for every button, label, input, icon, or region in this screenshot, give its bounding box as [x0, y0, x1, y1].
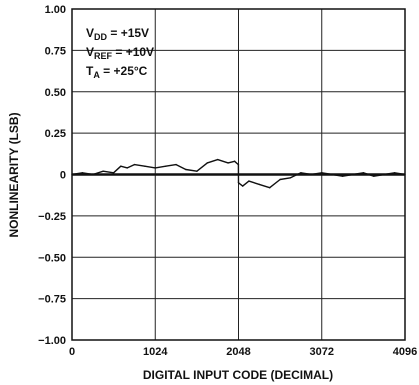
annotation-vref: VREF = +10V: [86, 45, 154, 61]
data-point: [383, 173, 385, 176]
data-point: [206, 162, 208, 164]
data-point: [248, 180, 250, 182]
y-axis-title: NONLINEARITY (LSB): [7, 112, 21, 237]
data-point: [242, 185, 244, 187]
x-tick-label: 3072: [310, 346, 334, 358]
data-point: [154, 167, 156, 169]
data-point: [126, 167, 128, 169]
data-point: [175, 163, 177, 166]
tick-labels: 0 1024 2048 3072 4096 1.00 0.75 0.50 0.25 0 −0.25 −…: [38, 4, 417, 358]
data-point: [92, 173, 94, 176]
y-tick-label: 0.25: [45, 128, 66, 140]
annotation-vref-rest: = +10V: [112, 45, 154, 59]
data-point: [144, 165, 146, 167]
data-point: [216, 158, 219, 161]
y-tick-label: 1.00: [45, 4, 66, 16]
data-point: [81, 172, 84, 174]
data-point: [362, 172, 365, 174]
y-tick-label: 0.50: [45, 87, 66, 99]
data-point: [352, 173, 354, 176]
data-point: [102, 170, 104, 172]
annotation-vdd-main: V: [86, 26, 94, 40]
annotation-ta: TA = +25°C: [86, 64, 148, 80]
data-point: [341, 175, 344, 177]
data-point: [310, 173, 313, 176]
data-point: [237, 163, 240, 166]
x-tick-label: 0: [69, 346, 75, 358]
data-point: [373, 175, 375, 177]
data-point: [321, 172, 323, 174]
x-tick-label: 2048: [226, 346, 250, 358]
series: [71, 158, 406, 189]
annotation-ta-main: T: [86, 64, 94, 78]
y-tick-label: 0: [60, 170, 66, 182]
data-point: [289, 177, 292, 179]
y-tick-label: −0.50: [38, 252, 66, 264]
x-tick-label: 1024: [143, 346, 168, 358]
y-tick-label: −0.25: [38, 211, 66, 223]
data-point: [196, 170, 198, 172]
data-point: [227, 162, 229, 164]
data-point: [269, 187, 271, 189]
x-axis-title: DIGITAL INPUT CODE (DECIMAL): [143, 368, 333, 382]
annotation-vdd: VDD = +15V: [86, 26, 149, 42]
data-point: [164, 165, 167, 167]
annotation-ta-sub: A: [93, 70, 100, 80]
y-tick-label: −0.75: [38, 294, 66, 306]
annotation-vref-main: V: [86, 45, 94, 59]
annotation-vdd-sub: DD: [94, 32, 107, 42]
data-point: [279, 178, 281, 181]
data-point: [112, 172, 115, 174]
grid: [72, 9, 405, 340]
y-tick-label: −1.00: [38, 335, 66, 347]
y-tick-label: 0.75: [45, 45, 66, 57]
data-point: [393, 172, 396, 174]
data-point: [120, 165, 122, 167]
data-point: [185, 168, 187, 171]
data-point: [300, 172, 302, 174]
data-point: [237, 182, 240, 184]
data-point: [258, 183, 261, 186]
plot-frame: [71, 8, 406, 341]
annotation-vref-sub: REF: [94, 51, 113, 61]
data-point: [133, 163, 136, 166]
data-point: [233, 160, 236, 162]
x-tick-label: 4096: [393, 346, 417, 358]
annotation-vdd-rest: = +15V: [107, 26, 149, 40]
data-point: [331, 173, 333, 176]
annotation-ta-rest: = +25°C: [100, 64, 148, 78]
